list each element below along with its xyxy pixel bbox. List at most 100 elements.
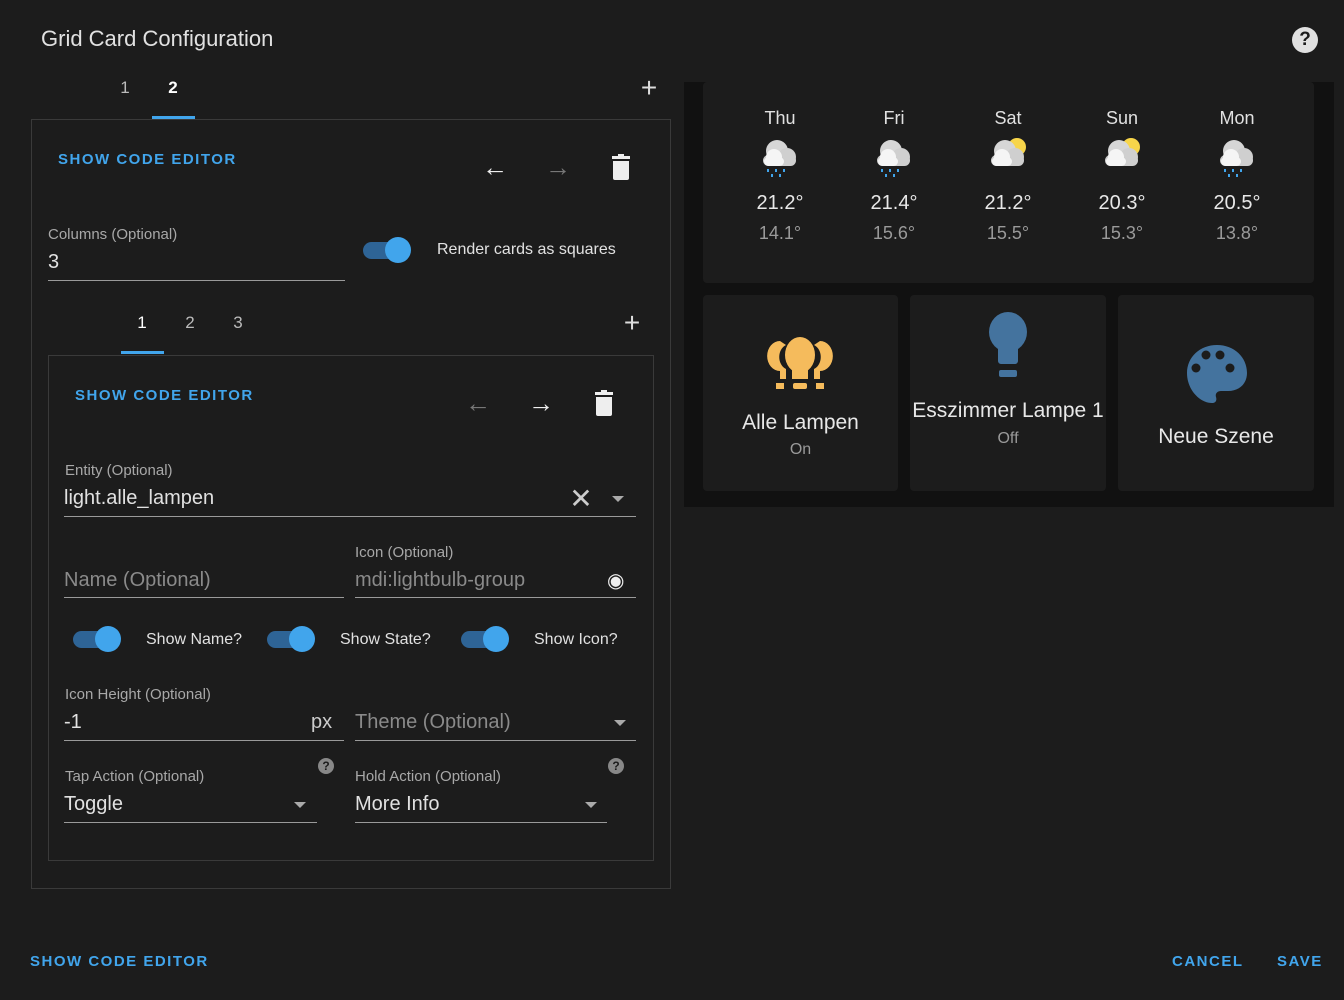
entity-name: Alle Lampen xyxy=(742,411,859,434)
weather-forecast-card[interactable] xyxy=(703,82,1314,283)
theme-select[interactable]: Theme (Optional) xyxy=(355,711,511,733)
show-state-toggle[interactable] xyxy=(267,626,315,652)
name-input[interactable]: Name (Optional) xyxy=(64,569,211,591)
show-name-label: Show Name? xyxy=(146,631,243,648)
tab-card-2[interactable]: 2 xyxy=(168,78,178,97)
hold-help-icon[interactable]: ? xyxy=(608,758,624,774)
help-icon[interactable]: ? xyxy=(1292,27,1318,53)
forecast-day-name: Sat xyxy=(994,108,1022,128)
weather-rainy-icon xyxy=(877,140,910,177)
forecast-high: 20.5° xyxy=(1213,192,1261,214)
theme-dropdown-icon[interactable] xyxy=(614,720,626,726)
entity-card-neue-szene[interactable]: Neue Szene xyxy=(1118,295,1314,491)
weather-rainy-icon xyxy=(763,140,796,177)
name-underline xyxy=(64,597,344,598)
forecast-day-name: Fri xyxy=(883,108,905,128)
forecast-day: Fri 21.4° 15.6° xyxy=(837,108,951,244)
weather-rainy-icon xyxy=(1220,140,1253,177)
palette-icon xyxy=(1187,345,1247,403)
lightbulb-icon xyxy=(989,312,1027,377)
tap-underline xyxy=(64,822,317,823)
show-name-toggle[interactable] xyxy=(73,626,121,652)
entity-name: Esszimmer Lampe 1 xyxy=(912,399,1104,422)
columns-label: Columns (Optional) xyxy=(48,226,178,243)
icon-height-unit: px xyxy=(311,711,333,733)
forecast-day: Thu 21.2° 14.1° xyxy=(723,108,837,244)
hold-underline xyxy=(355,822,607,823)
tap-help-icon[interactable]: ? xyxy=(318,758,334,774)
show-code-editor-button[interactable]: SHOW CODE EDITOR xyxy=(58,151,237,168)
lightbulb-group-icon xyxy=(767,337,833,389)
entity-card-alle-lampen[interactable]: Alle Lampen On xyxy=(703,295,898,491)
theme-underline xyxy=(355,740,636,741)
show-icon-toggle[interactable] xyxy=(461,626,509,652)
cancel-button[interactable]: CANCEL xyxy=(1172,953,1244,970)
forecast-day-name: Sun xyxy=(1105,108,1139,128)
entity-label: Entity (Optional) xyxy=(65,462,173,479)
lightbulb-group-icon: ◉ xyxy=(607,570,625,592)
footer-show-code-editor-button[interactable]: SHOW CODE EDITOR xyxy=(30,953,209,970)
entity-show-code-editor-button[interactable]: SHOW CODE EDITOR xyxy=(75,387,254,404)
icon-height-label: Icon Height (Optional) xyxy=(65,686,211,703)
move-left-icon[interactable]: ← xyxy=(482,152,508,182)
entity-underline xyxy=(64,516,636,517)
hold-dropdown-icon[interactable] xyxy=(585,802,597,808)
weather-partlycloudy-icon xyxy=(1105,138,1140,166)
move-right-icon[interactable]: → xyxy=(545,152,571,182)
entity-input[interactable]: light.alle_lampen xyxy=(64,487,215,509)
dialog-title: Grid Card Configuration xyxy=(41,26,274,51)
forecast-low: 14.1° xyxy=(758,223,802,243)
icon-underline xyxy=(355,597,636,598)
add-card-icon[interactable]: + xyxy=(640,72,658,103)
entity-state: Off xyxy=(997,430,1019,447)
entity-card-esszimmer-lampe[interactable]: Esszimmer Lampe 1 Off xyxy=(910,295,1106,491)
entity-move-right-icon[interactable]: → xyxy=(528,388,554,418)
columns-input[interactable]: 3 xyxy=(48,251,60,273)
forecast-high: 21.2° xyxy=(756,192,804,214)
forecast-day-name: Thu xyxy=(764,108,796,128)
add-entity-icon[interactable]: + xyxy=(623,307,641,338)
forecast-low: 13.8° xyxy=(1215,223,1259,243)
columns-underline xyxy=(48,280,345,281)
entity-move-left-icon[interactable]: ← xyxy=(465,388,491,418)
entity-name: Neue Szene xyxy=(1158,425,1274,448)
active-tab-indicator xyxy=(152,116,195,119)
forecast-day: Mon 20.5° 13.8° xyxy=(1180,108,1294,244)
icon-height-input[interactable]: -1 xyxy=(64,711,82,733)
entity-delete-icon[interactable] xyxy=(595,390,613,416)
forecast-high: 21.2° xyxy=(984,192,1032,214)
icon-height-underline xyxy=(64,740,344,741)
entity-card-editor xyxy=(48,355,654,861)
icon-label: Icon (Optional) xyxy=(355,544,454,561)
forecast-high: 21.4° xyxy=(870,192,918,214)
forecast-high: 20.3° xyxy=(1098,192,1146,214)
save-button[interactable]: SAVE xyxy=(1277,953,1323,970)
grid-card-editor xyxy=(31,119,671,889)
tab-entity-3[interactable]: 3 xyxy=(233,313,243,332)
forecast-low: 15.5° xyxy=(986,223,1030,243)
tap-action-label: Tap Action (Optional) xyxy=(65,768,205,785)
tap-dropdown-icon[interactable] xyxy=(294,802,306,808)
delete-icon[interactable] xyxy=(612,154,630,180)
show-icon-label: Show Icon? xyxy=(534,631,618,648)
tab-card-1[interactable]: 1 xyxy=(120,78,130,97)
hold-action-label: Hold Action (Optional) xyxy=(355,768,501,785)
hold-action-select[interactable]: More Info xyxy=(355,793,440,815)
icon-input[interactable]: mdi:lightbulb-group xyxy=(355,569,526,591)
square-toggle-label: Render cards as squares xyxy=(437,241,616,258)
tab-entity-1[interactable]: 1 xyxy=(137,313,147,332)
clear-icon[interactable]: ✕ xyxy=(569,483,593,514)
forecast-low: 15.3° xyxy=(1100,223,1144,243)
forecast-day: Sun 20.3° 15.3° xyxy=(1065,108,1179,244)
forecast-day: Sat 21.2° 15.5° xyxy=(951,108,1065,244)
tap-action-select[interactable]: Toggle xyxy=(64,793,123,815)
entity-state: On xyxy=(789,441,812,458)
forecast-low: 15.6° xyxy=(872,223,916,243)
active-inner-tab-indicator xyxy=(121,351,164,354)
square-toggle[interactable] xyxy=(363,237,411,263)
tab-entity-2[interactable]: 2 xyxy=(185,313,195,332)
entity-dropdown-icon[interactable] xyxy=(612,496,624,502)
weather-partlycloudy-icon xyxy=(991,138,1026,166)
show-state-label: Show State? xyxy=(340,631,431,648)
forecast-day-name: Mon xyxy=(1219,108,1255,128)
